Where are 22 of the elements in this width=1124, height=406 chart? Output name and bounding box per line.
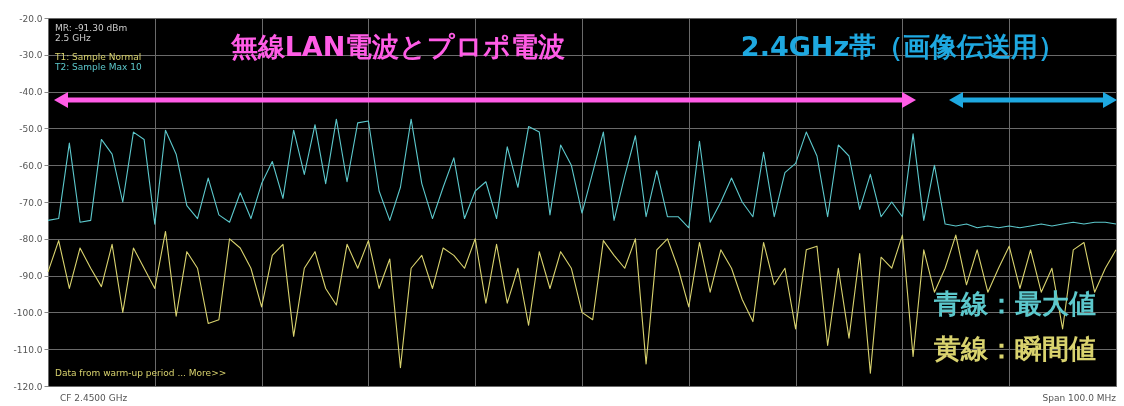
annotation: MR: -91.30 dBm	[55, 23, 128, 33]
series-label: 黄線：瞬間値	[933, 333, 1096, 364]
annotation: T1: Sample Normal	[54, 52, 142, 62]
line-series	[47, 118, 1117, 229]
annotation: 無線LAN電波とプロポ電波	[229, 31, 566, 62]
y-tick-label: -50.0	[19, 123, 43, 134]
y-tick-label: -120.0	[13, 381, 43, 392]
y-tick-label: -110.0	[13, 344, 43, 355]
annotation: 2.5 GHz	[55, 33, 91, 43]
text: CF 2.4500 GHz	[60, 393, 128, 403]
y-tick-label: -100.0	[13, 307, 43, 318]
y-tick-label: -30.0	[19, 50, 43, 61]
annotation: T2: Sample Max 10	[54, 62, 142, 72]
y-tick-label: -40.0	[19, 87, 43, 98]
y-tick-label: -70.0	[19, 197, 43, 208]
annotation: Data from warm-up period ... More>>	[55, 368, 227, 378]
y-tick-label: -80.0	[19, 234, 43, 245]
y-tick-label: -90.0	[19, 271, 43, 282]
text: Span 100.0 MHz	[1042, 393, 1117, 403]
annotation: 2.4GHz帯（画像伝送用）	[740, 31, 1066, 62]
y-tick-label: -60.0	[19, 160, 43, 171]
y-tick-label: -20.0	[19, 13, 43, 24]
